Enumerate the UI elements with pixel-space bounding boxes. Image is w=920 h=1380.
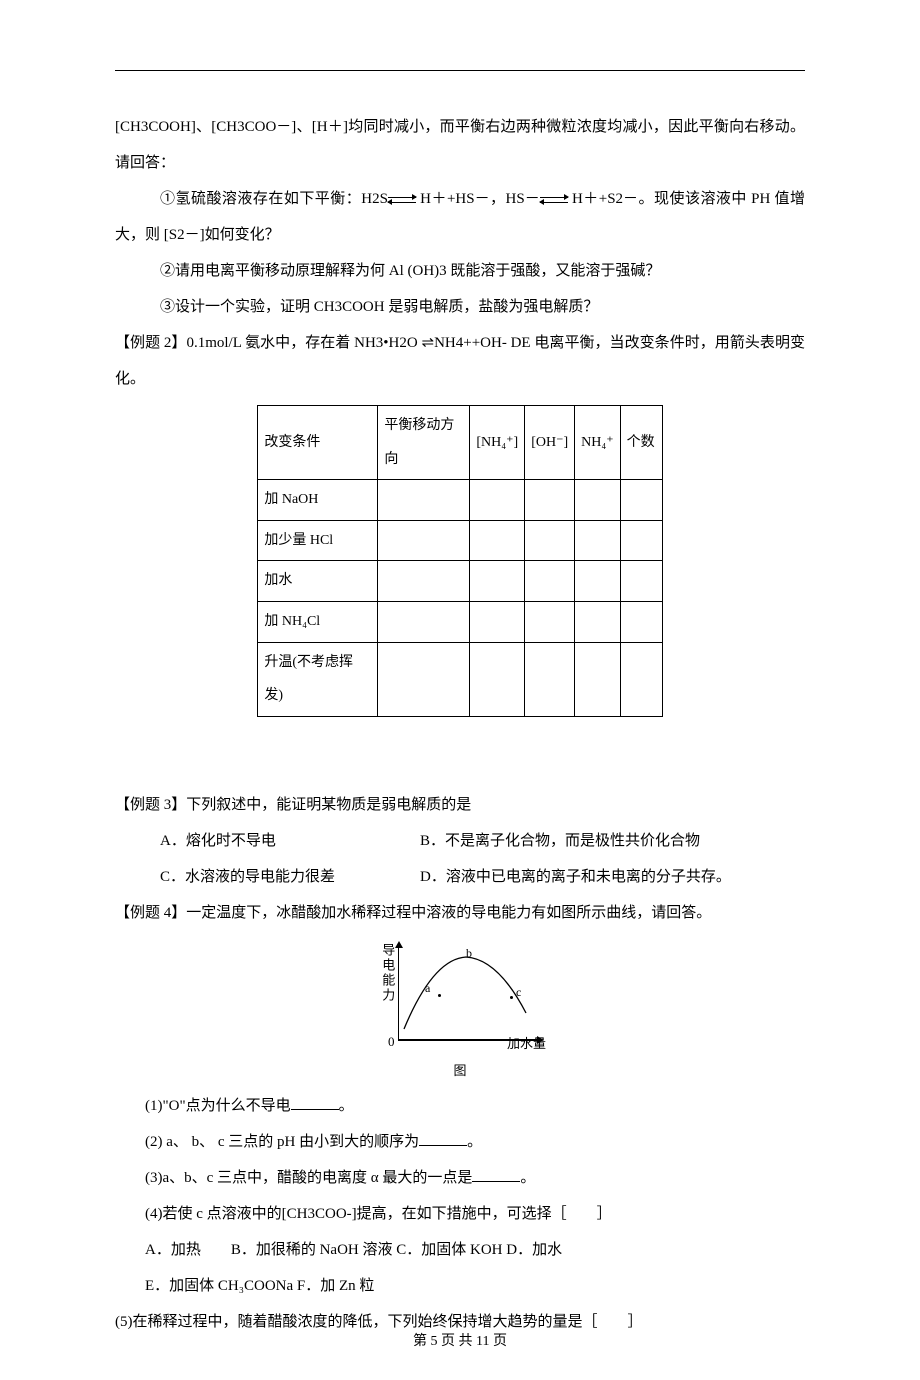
cell (575, 561, 621, 602)
cell (620, 520, 662, 561)
point-c-dot (510, 996, 513, 999)
chart-area: 导电能力 0 加水量 a b c (370, 937, 550, 1057)
cell (470, 520, 525, 561)
th-nh4: [NH₄⁺] (470, 406, 525, 480)
option-row: C．水溶液的导电能力很差 D．溶液中已电离的离子和未电离的分子共存。 (115, 859, 805, 895)
option-a: A．熔化时不导电 (160, 823, 420, 859)
ex4-q4-options: A．加热 B．加很稀的 NaOH 溶液 C．加固体 KOH D．加水 (115, 1232, 805, 1268)
para-continuation: [CH3COOH]、[CH3COO－]、[H＋]均同时减小，而平衡右边两种微粒浓… (115, 109, 805, 181)
table-row: 加 NH₄Cl (258, 601, 662, 642)
point-b-label: b (466, 939, 472, 968)
cell (620, 561, 662, 602)
table-row: 加水 (258, 561, 662, 602)
question-3: ③设计一个实验，证明 CH3COOH 是弱电解质，盐酸为强电解质？ (115, 289, 805, 325)
th-count: 个数 (620, 406, 662, 480)
cell (620, 601, 662, 642)
q3-period: 。 (520, 1170, 535, 1186)
blank-fill[interactable] (291, 1096, 339, 1110)
example-3-options: A．熔化时不导电 B．不是离子化合物，而是极性共价化合物 C．水溶液的导电能力很… (115, 823, 805, 895)
q1-text: (1)"O"点为什么不导电 (145, 1098, 291, 1114)
point-c-label: c (516, 978, 521, 1007)
table-row: 升温(不考虑挥发) (258, 642, 662, 716)
cell (378, 520, 470, 561)
cell (378, 480, 470, 521)
cell (525, 480, 575, 521)
cell (378, 561, 470, 602)
q2-period: 。 (467, 1134, 482, 1150)
q1-text-a: ①氢硫酸溶液存在如下平衡：H2S (160, 191, 388, 207)
cell (575, 480, 621, 521)
cell-condition: 加少量 HCl (258, 520, 378, 561)
cell (470, 642, 525, 716)
cell (620, 480, 662, 521)
q3-text: (3)a、b、c 三点中，醋酸的电离度 α 最大的一点是 (145, 1170, 472, 1186)
table-row: 加少量 HCl (258, 520, 662, 561)
ex4-q1: (1)"O"点为什么不导电 。 (115, 1088, 805, 1124)
ex4-q2: (2) a、 b、 c 三点的 pH 由小到大的顺序为 。 (115, 1124, 805, 1160)
x-axis-label: 加水量 (507, 1028, 546, 1059)
option-row: A．熔化时不导电 B．不是离子化合物，而是极性共价化合物 (115, 823, 805, 859)
table-header-row: 改变条件 平衡移动方向 [NH₄⁺] [OH⁻] NH₄⁺ 个数 (258, 406, 662, 480)
page-footer: 第 5 页 共 11 页 (0, 1330, 920, 1350)
curve-path (404, 957, 526, 1029)
q2-text: (2) a、 b、 c 三点的 pH 由小到大的顺序为 (145, 1134, 419, 1150)
cell (525, 642, 575, 716)
cell (575, 601, 621, 642)
cell (378, 601, 470, 642)
header-rule (115, 70, 805, 71)
cell (575, 520, 621, 561)
cell (378, 642, 470, 716)
point-a-dot (438, 994, 441, 997)
blank-fill[interactable] (472, 1168, 520, 1182)
question-1: ①氢硫酸溶液存在如下平衡：H2S H＋+HS－，HS－ H＋+S2－。现使该溶液… (115, 181, 805, 253)
cell-condition: 加水 (258, 561, 378, 602)
cell (470, 561, 525, 602)
cell (525, 601, 575, 642)
chart-caption: 图 (365, 1055, 555, 1086)
th-nh4-2: NH₄⁺ (575, 406, 621, 480)
cell (470, 480, 525, 521)
q1-period: 。 (339, 1098, 354, 1114)
cell (620, 642, 662, 716)
th-oh: [OH⁻] (525, 406, 575, 480)
q1-text-b: H＋+HS－，HS－ (416, 191, 540, 207)
ex4-q4-options-2: E．加固体 CH₃COONa F．加 Zn 粒 (115, 1268, 805, 1304)
option-d: D．溶液中已电离的离子和未电离的分子共存。 (420, 859, 805, 895)
example-2: 【例题 2】0.1mol/L 氨水中，存在着 NH3•H2O ⇌NH4++OH-… (115, 325, 805, 397)
option-c: C．水溶液的导电能力很差 (160, 859, 420, 895)
cell-condition: 升温(不考虑挥发) (258, 642, 378, 716)
table-row: 加 NaOH (258, 480, 662, 521)
origin-label: 0 (388, 1026, 395, 1057)
ex4-q4: (4)若使 c 点溶液中的[CH3COO-]提高，在如下措施中，可选择［ ］ (115, 1196, 805, 1232)
equilibrium-arrow-icon (540, 195, 568, 205)
conductivity-chart: 导电能力 0 加水量 a b c 图 (365, 937, 555, 1086)
question-2: ②请用电离平衡移动原理解释为何 Al (OH)3 既能溶于强酸，又能溶于强碱？ (115, 253, 805, 289)
point-a-label: a (425, 974, 430, 1003)
cell (525, 520, 575, 561)
cell-condition: 加 NaOH (258, 480, 378, 521)
example-4: 【例题 4】一定温度下，冰醋酸加水稀释过程中溶液的导电能力有如图所示曲线，请回答… (115, 895, 805, 931)
cell-condition: 加 NH₄Cl (258, 601, 378, 642)
blank-fill[interactable] (419, 1132, 467, 1146)
cell (525, 561, 575, 602)
cell (575, 642, 621, 716)
cell (470, 601, 525, 642)
th-direction: 平衡移动方向 (378, 406, 470, 480)
spacer (115, 727, 805, 787)
equilibrium-arrow-icon (388, 195, 416, 205)
example-3: 【例题 3】下列叙述中，能证明某物质是弱电解质的是 (115, 787, 805, 823)
ex4-q3: (3)a、b、c 三点中，醋酸的电离度 α 最大的一点是 。 (115, 1160, 805, 1196)
equilibrium-table: 改变条件 平衡移动方向 [NH₄⁺] [OH⁻] NH₄⁺ 个数 加 NaOH … (257, 405, 662, 717)
body: [CH3COOH]、[CH3COO－]、[H＋]均同时减小，而平衡右边两种微粒浓… (115, 109, 805, 1340)
th-condition: 改变条件 (258, 406, 378, 480)
option-b: B．不是离子化合物，而是极性共价化合物 (420, 823, 805, 859)
page: [CH3COOH]、[CH3COO－]、[H＋]均同时减小，而平衡右边两种微粒浓… (0, 0, 920, 1380)
